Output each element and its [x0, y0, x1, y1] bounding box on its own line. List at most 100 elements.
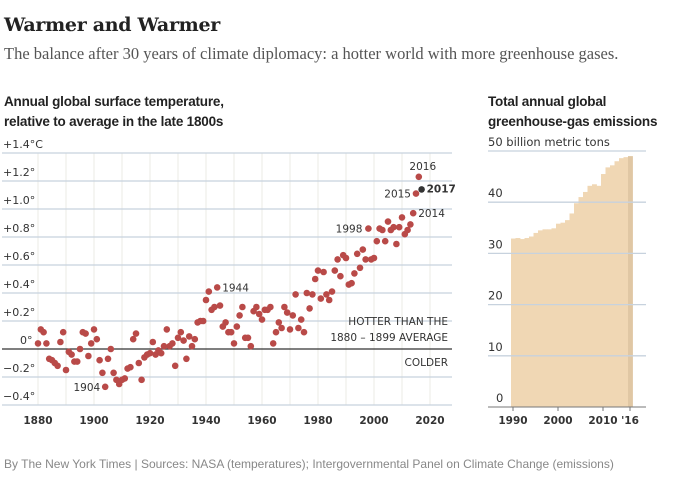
chart-title: Warmer and Warmer [4, 14, 220, 36]
emissions-bar [547, 229, 552, 407]
data-point [34, 340, 42, 347]
temperature-x-axis: 1880 1900 1920 1940 1960 1980 2000 2020 [23, 415, 444, 427]
data-point [342, 254, 350, 262]
y-tick-label: −0.2° [3, 362, 35, 375]
emissions-bar [623, 157, 629, 407]
data-point [62, 366, 70, 374]
hotter-annotation-line-1: HOTTER THAN THE [348, 316, 448, 328]
x-tick-label: 1920 [135, 415, 164, 427]
x-tick-label: 1900 [79, 415, 108, 427]
emissions-bar [556, 223, 561, 407]
emissions-bar [511, 238, 516, 407]
data-point [295, 324, 302, 332]
data-point [393, 240, 400, 248]
emissions-bar [542, 229, 548, 407]
data-point [311, 275, 319, 283]
data-point [222, 319, 229, 326]
data-point [199, 317, 207, 325]
data-point [390, 223, 397, 231]
data-point [121, 375, 129, 382]
data-point [404, 226, 411, 234]
colder-annotation: COLDER [405, 357, 448, 369]
data-point [163, 326, 171, 333]
x-tick-label: 2000 [359, 415, 388, 427]
point-label: 2016 [409, 161, 436, 173]
data-point [395, 223, 403, 231]
data-point [149, 338, 157, 346]
data-point [348, 279, 355, 287]
data-point [138, 376, 145, 384]
emissions-heading-line-2: greenhouse-gas emissions [488, 114, 658, 129]
emissions-y-tick-label: 50 billion metric tons [488, 135, 610, 149]
data-point [415, 173, 423, 181]
data-point [331, 267, 339, 274]
data-point [409, 209, 417, 217]
data-point [272, 328, 280, 336]
temperature-chart-heading: Annual global surface temperature, relat… [4, 92, 224, 132]
temperature-vertical-grid [37, 153, 431, 405]
emissions-bar [587, 185, 593, 407]
emissions-bar [560, 222, 566, 407]
emissions-bar [605, 167, 611, 407]
data-point [191, 335, 199, 343]
emissions-y-tick-label: 30 [488, 237, 503, 251]
data-point [412, 190, 420, 197]
data-point [68, 351, 75, 358]
emissions-bar [619, 158, 624, 407]
hotter-annotation-line-2: 1880 – 1899 AVERAGE [330, 332, 448, 344]
temperature-y-axis: +1.4°C +1.2° +1.0° +0.8° +0.6° +0.4° +0.2° 0° −0… [3, 138, 43, 403]
data-point [188, 342, 196, 350]
data-point [267, 303, 274, 311]
data-point [258, 316, 266, 323]
temperature-point-labels: 1904 1944 1998 2014 2015 2016 2017 [73, 161, 455, 394]
data-point [281, 303, 288, 311]
data-point [314, 267, 322, 274]
point-label: 2017 [427, 183, 456, 195]
point-label: 1904 [73, 382, 100, 394]
emissions-grid [488, 150, 646, 357]
emissions-bar [601, 174, 606, 407]
data-point [309, 291, 316, 298]
data-point [177, 328, 185, 336]
emissions-bar [551, 228, 557, 407]
data-point [202, 296, 210, 304]
data-point [286, 326, 294, 333]
emissions-chart-heading: Total annual global greenhouse-gas emiss… [488, 92, 657, 132]
data-point [230, 340, 238, 347]
data-point [57, 338, 64, 346]
emissions-y-axis: 50 billion metric tons 40 30 20 10 0 [488, 135, 610, 405]
data-point [90, 326, 98, 333]
emissions-bar [565, 220, 570, 407]
data-point [211, 303, 218, 311]
data-point [328, 288, 336, 295]
data-point [320, 268, 327, 276]
data-point [297, 316, 305, 323]
data-point [244, 334, 252, 342]
temperature-heading-line-2: relative to average in the late 1800s [4, 114, 224, 129]
emissions-bar [538, 230, 543, 407]
point-label: 1944 [222, 282, 249, 294]
chart-subtitle: The balance after 30 years of climate di… [4, 44, 619, 63]
data-point [185, 333, 193, 340]
data-point [362, 256, 369, 263]
data-point [127, 363, 134, 371]
data-point [379, 226, 386, 234]
data-point [233, 323, 241, 330]
data-point [96, 356, 103, 364]
data-point [289, 312, 297, 319]
data-point [278, 324, 285, 332]
data-point [99, 369, 106, 377]
data-point [247, 342, 255, 350]
data-point [365, 225, 372, 232]
emissions-heading-line-1: Total annual global [488, 94, 607, 109]
data-point [85, 352, 92, 360]
emissions-bar [515, 238, 521, 407]
emissions-y-tick-label: 0 [496, 391, 503, 405]
y-tick-label: +0.4° [3, 278, 35, 291]
data-point [43, 340, 50, 347]
emissions-x-tick-label: 2000 [543, 415, 572, 427]
data-point [135, 359, 143, 367]
data-point [255, 310, 263, 318]
